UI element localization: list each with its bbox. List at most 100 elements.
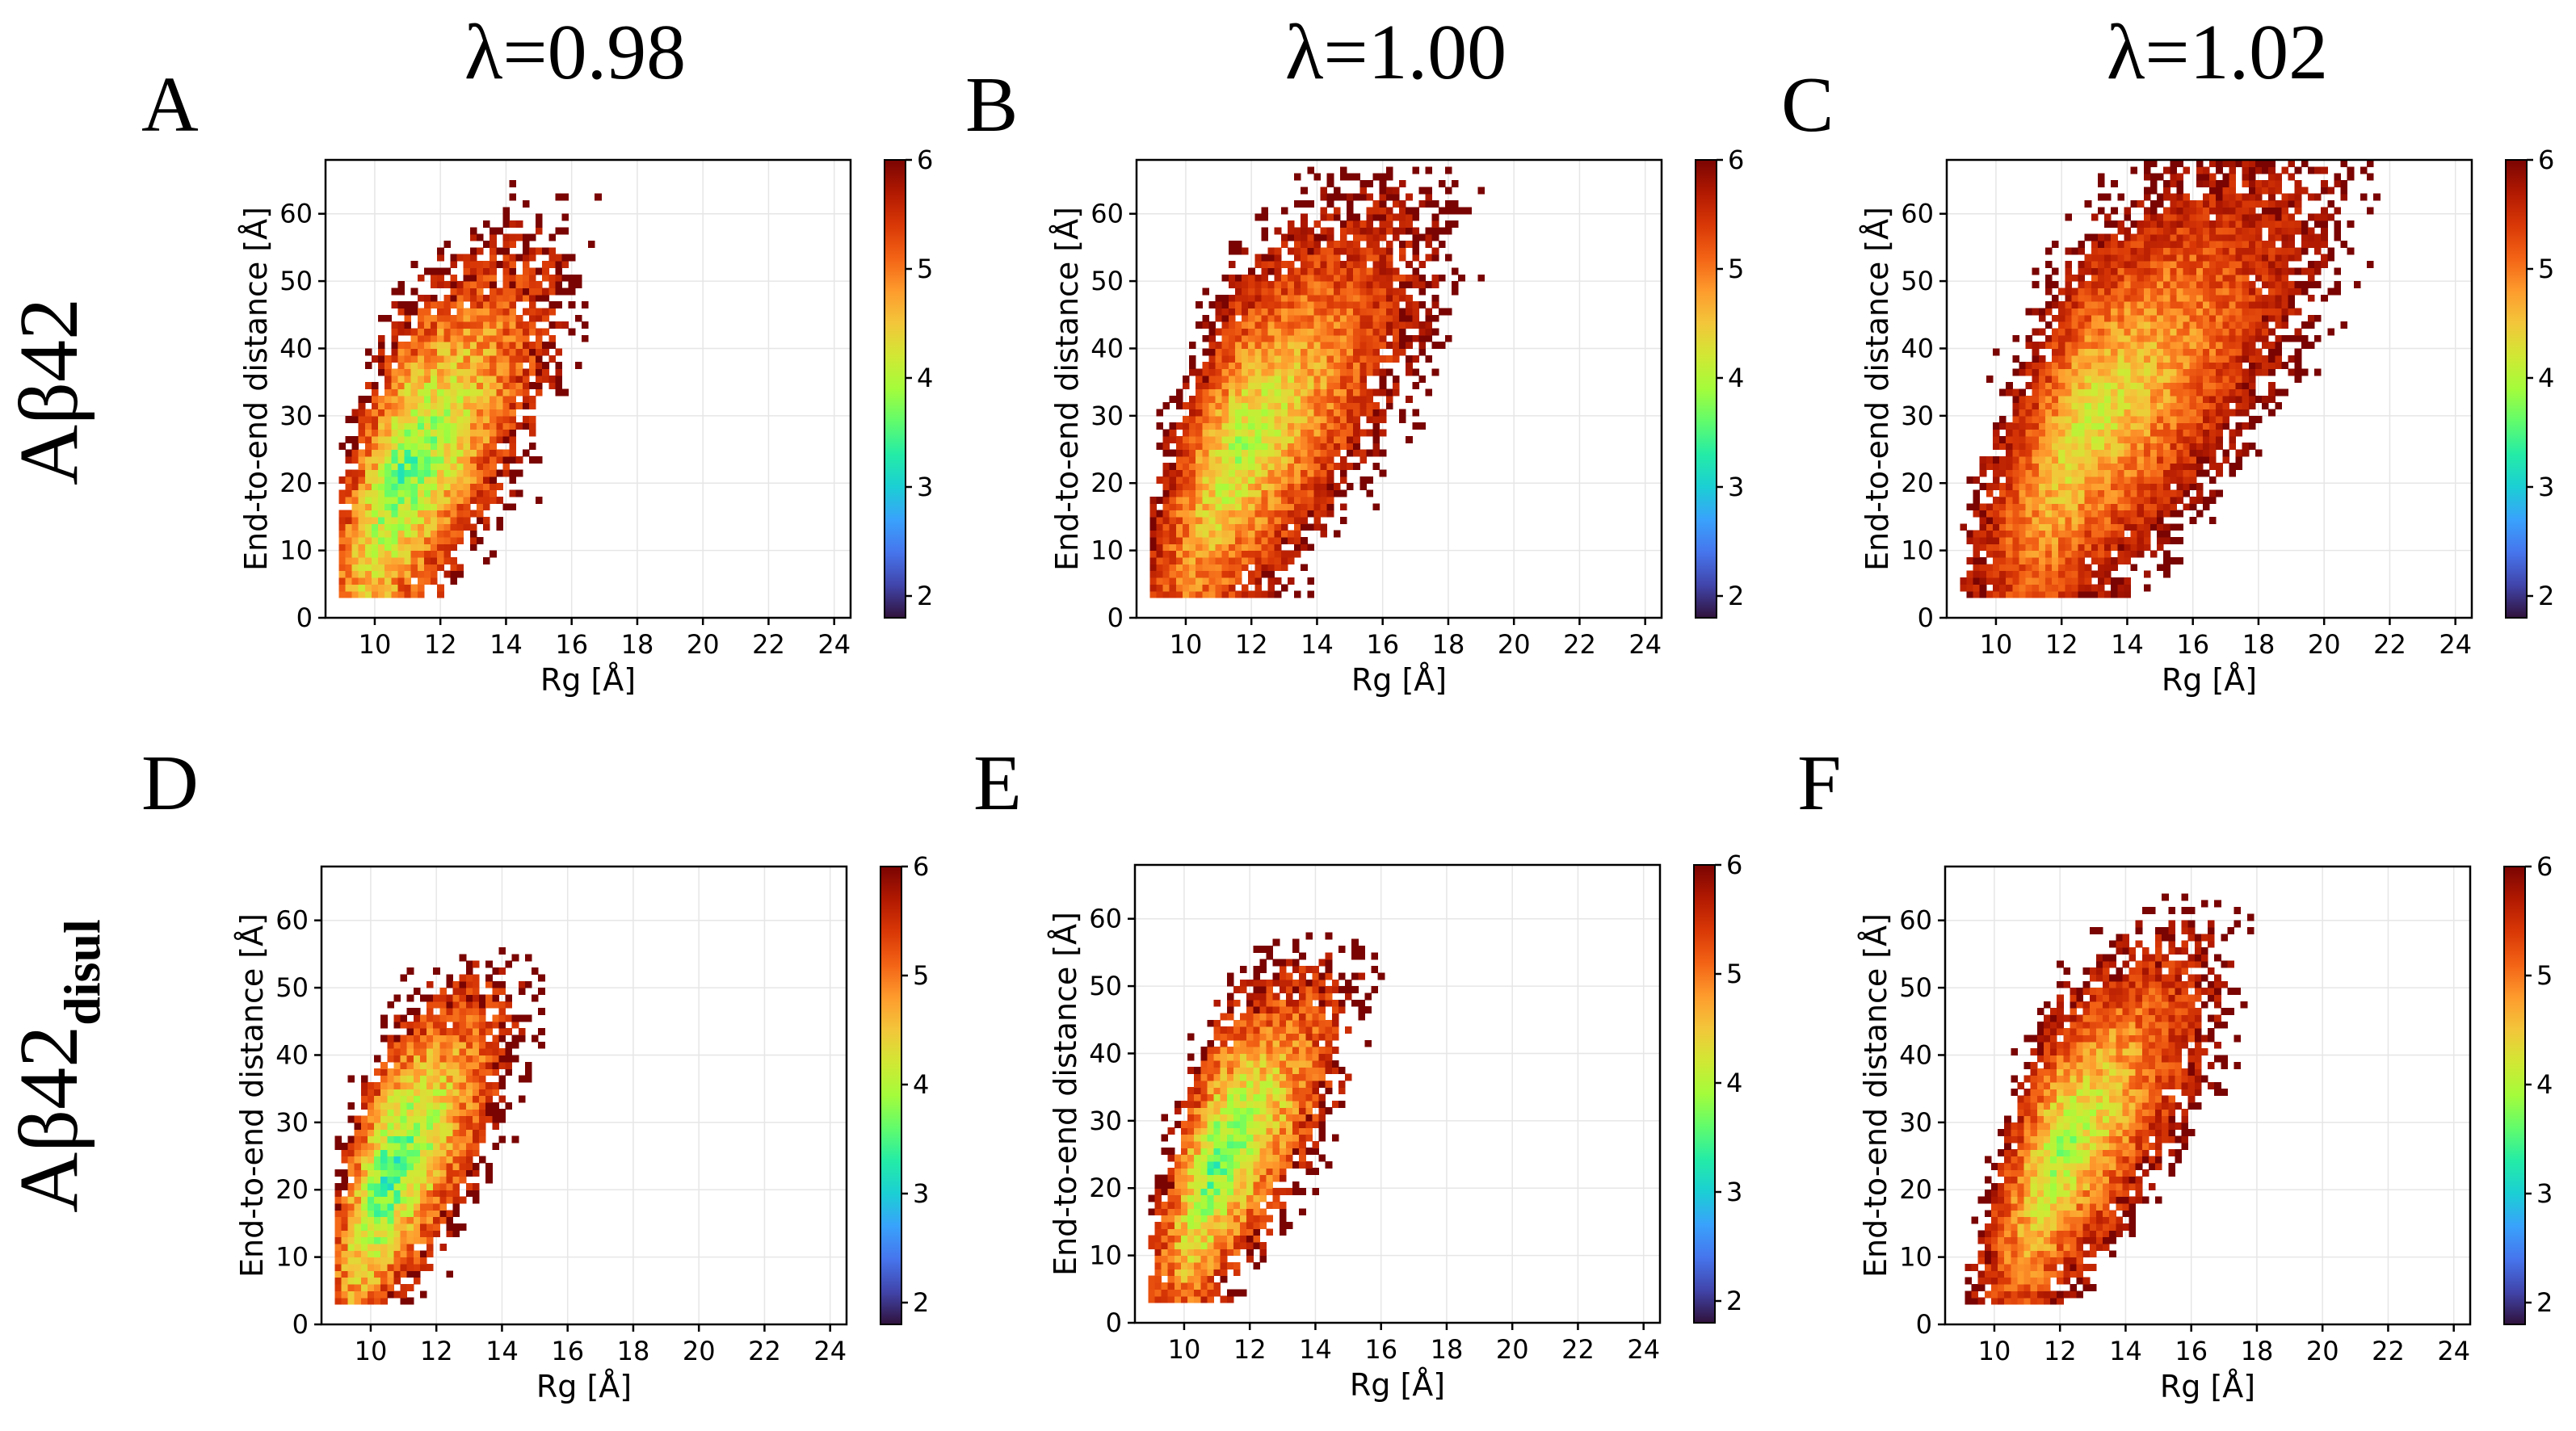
heatmap-cell <box>2097 590 2105 598</box>
heatmap-cell <box>1248 395 1255 403</box>
heatmap-cell <box>1221 536 1229 544</box>
heatmap-cell <box>1261 590 1269 598</box>
heatmap-cell <box>1248 415 1255 423</box>
heatmap-cell <box>378 590 385 598</box>
heatmap-cell <box>515 402 523 410</box>
heatmap-cell <box>1189 429 1196 437</box>
heatmap-cell <box>1307 577 1314 585</box>
heatmap-cell <box>502 463 511 471</box>
heatmap-cell <box>2084 261 2092 269</box>
heatmap-cell <box>2091 334 2099 342</box>
heatmap-cell <box>2222 301 2229 309</box>
heatmap-cell <box>443 294 451 302</box>
heatmap-cell <box>1189 368 1196 376</box>
heatmap-cell <box>2189 382 2197 390</box>
heatmap-cell <box>2222 388 2229 397</box>
heatmap-cell <box>1274 503 1282 511</box>
heatmap-cell <box>1254 496 1262 504</box>
heatmap-cell <box>345 489 353 497</box>
heatmap-cell <box>1301 368 1308 376</box>
heatmap-cell <box>1234 409 1242 417</box>
heatmap-cell <box>338 543 346 552</box>
heatmap-cell <box>2052 348 2059 356</box>
panel-letter-c: C <box>1781 61 1834 149</box>
heatmap-cell <box>2255 187 2263 195</box>
heatmap-cell <box>1294 530 1301 538</box>
heatmap-cell <box>1202 469 1209 477</box>
heatmap-cell <box>1162 536 1170 544</box>
heatmap-cell <box>476 536 484 544</box>
heatmap-cell <box>2163 510 2170 518</box>
heatmap-cell <box>423 483 431 491</box>
heatmap-cell <box>2235 362 2243 370</box>
heatmap-cell <box>2078 247 2086 255</box>
heatmap-cell <box>1320 402 1328 410</box>
heatmap-cell <box>2104 503 2112 511</box>
heatmap-cell <box>2071 496 2079 504</box>
heatmap-cell <box>2229 241 2237 248</box>
heatmap-cell <box>1267 429 1275 437</box>
heatmap-cell <box>417 536 425 544</box>
heatmap-cell <box>385 443 392 451</box>
heatmap-cell <box>1261 422 1269 430</box>
heatmap-cell <box>2084 590 2092 598</box>
heatmap-cell <box>2248 388 2256 397</box>
heatmap-cell <box>1301 328 1308 336</box>
heatmap-cell <box>1248 503 1255 511</box>
heatmap-cell <box>1254 476 1262 484</box>
heatmap-cell <box>1175 476 1183 484</box>
heatmap-cell <box>2025 476 2033 484</box>
heatmap-cell <box>1320 483 1328 491</box>
heatmap-cell <box>1339 267 1347 275</box>
heatmap-cell <box>2065 516 2072 524</box>
heatmap-cell <box>1228 247 1236 255</box>
heatmap-cell <box>371 449 379 457</box>
heatmap-cell <box>2052 382 2059 390</box>
heatmap-cell <box>1313 523 1322 531</box>
heatmap-cell <box>1353 314 1360 322</box>
heatmap-cell <box>1431 220 1439 228</box>
heatmap-cell <box>1353 382 1360 390</box>
heatmap-cell <box>1444 200 1452 208</box>
heatmap-cell <box>2058 402 2065 410</box>
heatmap-cell <box>561 213 569 221</box>
heatmap-cell <box>345 449 353 457</box>
heatmap-cell <box>1234 503 1242 511</box>
heatmap-cell <box>1287 375 1295 383</box>
heatmap-cell <box>2097 415 2105 423</box>
heatmap-cell <box>1254 550 1262 558</box>
heatmap-cell <box>2084 200 2092 208</box>
heatmap-cell <box>2183 395 2191 403</box>
heatmap-cell <box>364 415 372 423</box>
heatmap-cell <box>378 455 385 464</box>
heatmap-cell <box>2104 409 2112 417</box>
heatmap-cell <box>2149 180 2158 187</box>
heatmap-cell <box>1254 510 1262 518</box>
heatmap-cell <box>378 489 385 497</box>
heatmap-cell <box>404 422 412 430</box>
heatmap-cell <box>2058 342 2065 350</box>
heatmap-cell <box>1307 455 1314 464</box>
heatmap-cell <box>2111 503 2118 511</box>
heatmap-cell <box>443 435 451 443</box>
heatmap-cell <box>417 483 425 491</box>
heatmap-cell <box>2143 584 2151 592</box>
heatmap-cell <box>1999 503 2007 511</box>
heatmap-cell <box>2183 314 2191 322</box>
heatmap-cell <box>2130 388 2138 397</box>
heatmap-cell <box>1999 564 2007 572</box>
heatmap-cell <box>1182 516 1190 524</box>
heatmap-cell <box>2091 536 2099 544</box>
heatmap-cell <box>410 443 418 451</box>
heatmap-cell <box>1234 435 1242 443</box>
heatmap-cell <box>1267 254 1275 262</box>
heatmap-cell <box>1301 308 1308 316</box>
heatmap-cell <box>1399 200 1406 208</box>
heatmap-cell <box>2065 496 2072 504</box>
heatmap-cell <box>1215 294 1223 302</box>
heatmap-cell <box>1149 570 1157 578</box>
heatmap-cell <box>358 577 366 585</box>
heatmap-cell <box>2130 241 2138 248</box>
heatmap-cell <box>1294 254 1301 262</box>
heatmap-cell <box>1287 409 1295 417</box>
